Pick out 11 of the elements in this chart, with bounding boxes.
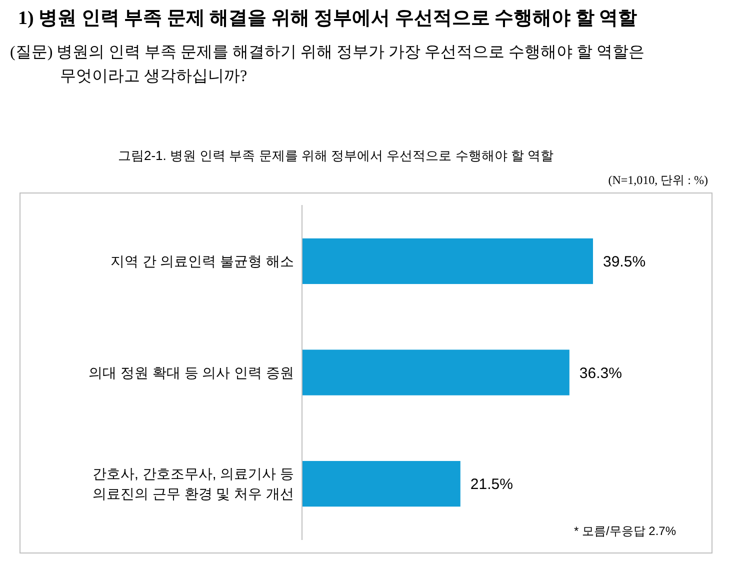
text: (N=1,010, 단위 : %) <box>608 173 708 187</box>
y-tick-label: 간호사, 간호조무사, 의료기사 등 의료진의 근무 환경 및 처우 개선 <box>92 466 294 502</box>
caption: 그림2-1. 병원 인력 부족 문제를 위해 정부에서 우선적으로 수행해야 할 역할 <box>118 148 554 163</box>
data-label: 21.5% <box>470 476 513 494</box>
data-label: 39.5% <box>603 253 646 270</box>
data-label: 36.3% <box>579 364 622 382</box>
annotation: * 모름/무응답 2.7% <box>574 524 676 538</box>
chart-title: 1) 병원 인력 부족 문제 해결을 위해 정부에서 우선적으로 수행해야 할 역할 <box>18 8 638 29</box>
y-tick-label: 의대 정원 확대 등 의사 인력 증원 <box>88 364 294 380</box>
chart-subtitle: (질문) 병원의 인력 부족 문제를 해결하기 위해 정부가 가장 우선적으로 수행해야 할 역할은 무엇이라고 생각하십니까? <box>10 44 645 85</box>
y-tick-label: 지역 간 의료인력 불균형 해소 <box>110 253 294 270</box>
